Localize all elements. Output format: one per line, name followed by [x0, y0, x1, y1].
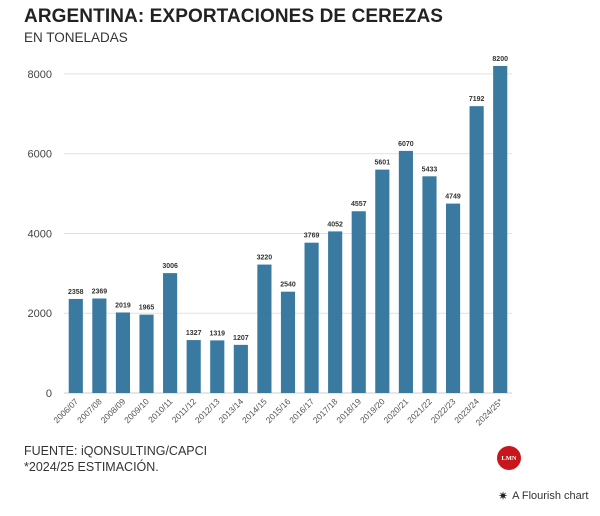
x-tick-label: 2015/16 — [264, 396, 293, 425]
estimate-note: *2024/25 ESTIMACIÓN. — [24, 460, 159, 474]
x-tick-label: 2017/18 — [311, 396, 340, 425]
x-tick-label: 2007/08 — [75, 396, 104, 425]
bar — [163, 273, 178, 393]
bar-value-label: 1207 — [233, 335, 249, 342]
bar — [375, 169, 390, 393]
bar-value-label: 7192 — [469, 96, 485, 103]
bar — [493, 65, 508, 393]
bar-value-label: 4052 — [327, 221, 343, 228]
x-tick-label: 2014/15 — [240, 396, 269, 425]
x-tick-label: 2008/09 — [99, 396, 128, 425]
bar — [139, 314, 154, 393]
bar — [186, 340, 201, 393]
bar — [304, 242, 319, 393]
x-tick-label: 2022/23 — [429, 396, 458, 425]
x-tick-label: 2006/07 — [51, 396, 80, 425]
bar — [257, 264, 272, 393]
bar — [115, 312, 131, 393]
bar — [210, 340, 225, 393]
flourish-star-icon: ✷ — [498, 489, 509, 503]
bar-value-label: 2019 — [115, 302, 131, 309]
bar — [92, 298, 107, 393]
bar — [351, 211, 366, 393]
bar-value-label: 1327 — [186, 330, 202, 337]
y-tick-label: 2000 — [28, 308, 52, 320]
bar-value-label: 6070 — [398, 141, 414, 148]
bar-value-label: 3769 — [304, 233, 320, 240]
bar — [469, 106, 484, 393]
flourish-credit-label: A Flourish chart — [512, 490, 589, 502]
chart-subtitle: EN TONELADAS — [24, 30, 128, 45]
bar — [445, 203, 461, 393]
bar — [328, 231, 343, 393]
bar — [233, 344, 248, 393]
bar-value-label: 5601 — [375, 160, 391, 167]
bar-value-label: 2358 — [68, 289, 84, 296]
bar — [68, 298, 83, 393]
x-tick-label: 2012/13 — [193, 396, 222, 425]
y-tick-label: 8000 — [28, 69, 52, 81]
x-tick-label: 2013/14 — [216, 396, 245, 425]
x-tick-label: 2020/21 — [382, 396, 411, 425]
y-tick-label: 6000 — [28, 149, 52, 161]
x-tick-label: 2016/17 — [287, 396, 316, 425]
source-note: FUENTE: iQONSULTING/CAPCI — [24, 444, 208, 458]
y-tick-label: 0 — [46, 388, 52, 400]
bar-value-label: 2540 — [280, 282, 296, 289]
bar — [422, 176, 437, 393]
bar — [280, 291, 296, 393]
bar-value-label: 3006 — [162, 263, 178, 270]
x-tick-label: 2018/19 — [334, 396, 363, 425]
bar-value-label: 1319 — [209, 330, 225, 337]
bar-value-label: 8200 — [492, 56, 508, 63]
bar-value-label: 4557 — [351, 201, 367, 208]
lmn-logo[interactable]: LMN — [497, 446, 521, 470]
x-tick-label: 2010/11 — [146, 396, 175, 425]
x-tick-label: 2009/10 — [122, 396, 151, 425]
x-tick-label: 2021/22 — [405, 396, 434, 425]
bar — [398, 150, 413, 393]
bar-value-label: 4749 — [445, 194, 461, 201]
bar-value-label: 2369 — [92, 289, 108, 296]
chart-title: ARGENTINA: EXPORTACIONES DE CEREZAS — [24, 6, 444, 27]
bar-value-label: 5433 — [422, 166, 438, 173]
bar-chart: 0200040006000800023582006/0723692007/082… — [28, 56, 512, 427]
x-tick-label: 2019/20 — [358, 396, 387, 425]
bar-value-label: 1965 — [139, 305, 155, 312]
y-tick-label: 4000 — [28, 228, 52, 240]
flourish-credit[interactable]: ✷ A Flourish chart — [498, 489, 588, 503]
bar-value-label: 3220 — [257, 255, 273, 262]
lmn-logo-text: LMN — [501, 454, 517, 462]
